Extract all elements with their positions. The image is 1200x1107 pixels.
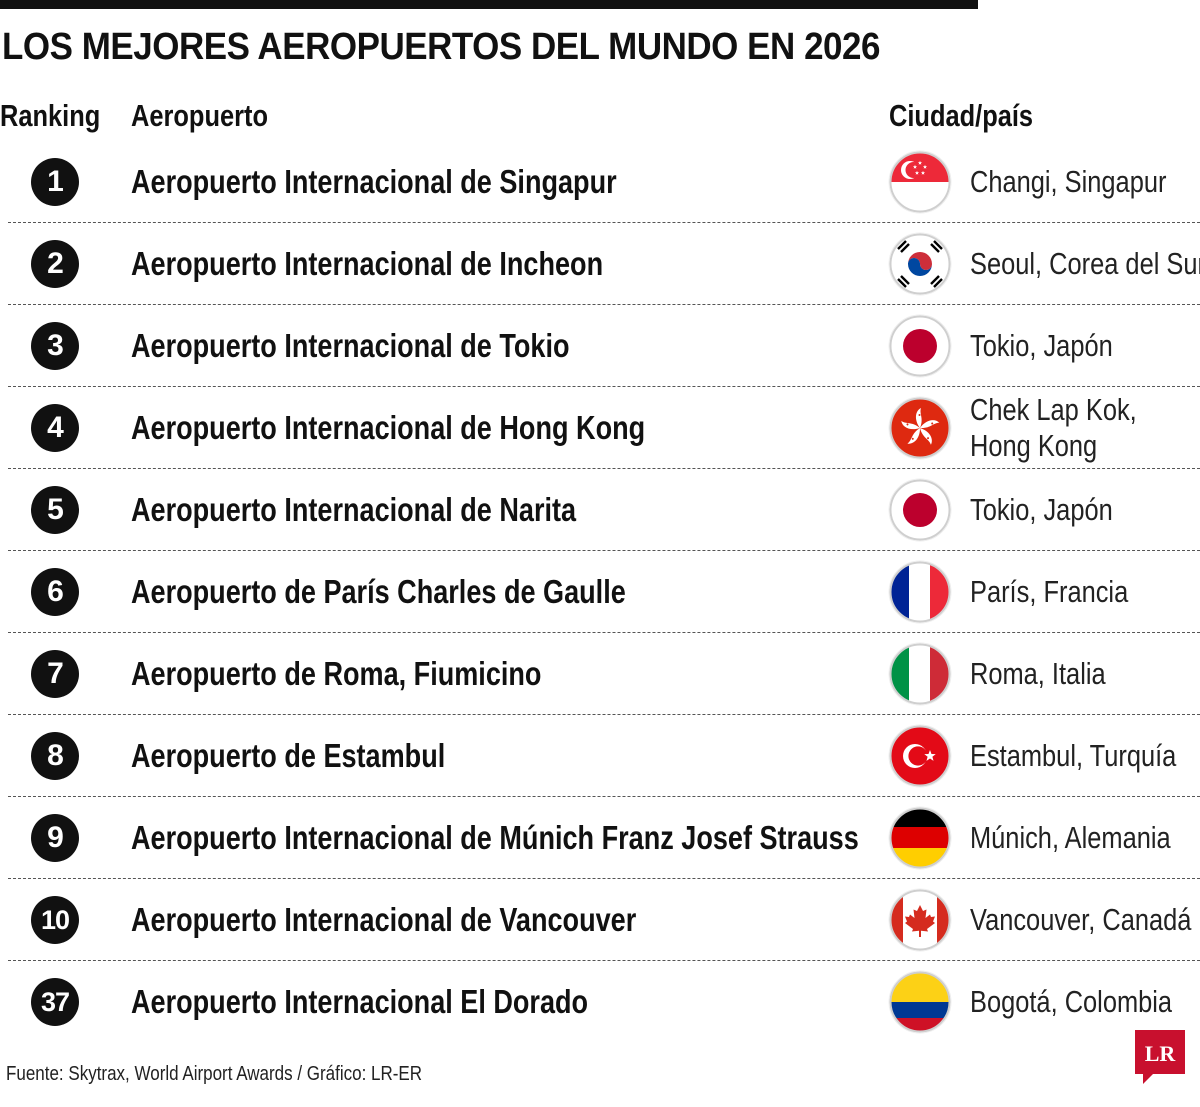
- city-line: Tokio, Japón: [970, 328, 1113, 363]
- airport-name: Aeropuerto Internacional de Tokio: [131, 327, 570, 364]
- airport-name: Aeropuerto de Estambul: [131, 737, 446, 774]
- city-country: Estambul, Turquía: [970, 715, 1176, 797]
- city-line: Múnich, Alemania: [970, 820, 1171, 855]
- airport-name: Aeropuerto Internacional de Incheon: [131, 245, 604, 282]
- top-rule: [0, 0, 978, 9]
- row-separator: [8, 386, 1200, 387]
- rank-badge: 2: [31, 240, 79, 288]
- header-airport: Aeropuerto: [131, 98, 269, 133]
- row-separator: [8, 796, 1200, 797]
- table-row: 3 Aeropuerto Internacional de Tokio Tokio,…: [0, 305, 1200, 387]
- row-separator: [8, 632, 1200, 633]
- city-country: Múnich, Alemania: [970, 797, 1171, 879]
- city-country: Tokio, Japón: [970, 305, 1113, 387]
- table-row: 1 Aeropuerto Internacional de Singapur Cha…: [0, 141, 1200, 223]
- rank-badge: 5: [31, 486, 79, 534]
- table-row: 6 Aeropuerto de París Charles de Gaulle Pa…: [0, 551, 1200, 633]
- turkey-flag-icon: [888, 724, 952, 788]
- colombia-flag-icon: [888, 970, 952, 1034]
- city-line: Hong Kong: [970, 428, 1098, 463]
- table-row: 4 Aeropuerto Internacional de Hong Kong Ch…: [0, 387, 1200, 469]
- airport-name: Aeropuerto Internacional de Singapur: [131, 163, 617, 200]
- japan-flag-icon: [888, 314, 952, 378]
- airport-name: Aeropuerto Internacional de Hong Kong: [131, 409, 646, 446]
- table-row: 7 Aeropuerto de Roma, Fiumicino Roma, Ital…: [0, 633, 1200, 715]
- rank-badge: 10: [31, 896, 79, 944]
- city-line: Chek Lap Kok,: [970, 392, 1137, 427]
- rank-badge: 3: [31, 322, 79, 370]
- city-country: Bogotá, Colombia: [970, 961, 1172, 1043]
- singapore-flag-icon: [888, 150, 952, 214]
- table-row: 2 Aeropuerto Internacional de Incheon Seou…: [0, 223, 1200, 305]
- south-korea-flag-icon: [888, 232, 952, 296]
- row-separator: [8, 714, 1200, 715]
- city-country: Tokio, Japón: [970, 469, 1113, 551]
- rank-badge: 6: [31, 568, 79, 616]
- airport-name: Aeropuerto Internacional de Múnich Franz…: [131, 819, 859, 856]
- rank-badge: 9: [31, 814, 79, 862]
- airport-name: Aeropuerto de Roma, Fiumicino: [131, 655, 542, 692]
- lr-logo: LR: [1135, 1030, 1185, 1084]
- france-flag-icon: [888, 560, 952, 624]
- city-line: Changi, Singapur: [970, 164, 1167, 199]
- airport-name: Aeropuerto de París Charles de Gaulle: [131, 573, 626, 610]
- rank-badge: 8: [31, 732, 79, 780]
- rank-badge: 4: [31, 404, 79, 452]
- city-country: Seoul, Corea del Sur: [970, 223, 1200, 305]
- city-line: Roma, Italia: [970, 656, 1106, 691]
- table-row: 37 Aeropuerto Internacional El Dorado Bogo…: [0, 961, 1200, 1043]
- city-line: París, Francia: [970, 574, 1129, 609]
- table-row: 9 Aeropuerto Internacional de Múnich Fran…: [0, 797, 1200, 879]
- city-country: Vancouver, Canadá: [970, 879, 1191, 961]
- row-separator: [8, 960, 1200, 961]
- city-line: Estambul, Turquía: [970, 738, 1177, 773]
- italy-flag-icon: [888, 642, 952, 706]
- japan-flag-icon: [888, 478, 952, 542]
- row-separator: [8, 468, 1200, 469]
- row-separator: [8, 550, 1200, 551]
- row-separator: [8, 304, 1200, 305]
- row-separator: [8, 878, 1200, 879]
- page-title: LOS MEJORES AEROPUERTOS DEL MUNDO EN 202…: [2, 26, 881, 68]
- hong-kong-flag-icon: [888, 396, 952, 460]
- airport-name: Aeropuerto Internacional de Vancouver: [131, 901, 637, 938]
- city-country: Changi, Singapur: [970, 141, 1166, 223]
- airport-name: Aeropuerto Internacional de Narita: [131, 491, 577, 528]
- header-ranking: Ranking: [0, 98, 101, 133]
- table-row: 10 Aeropuerto Internacional de Vancouver V…: [0, 879, 1200, 961]
- city-line: Vancouver, Canadá: [970, 902, 1192, 937]
- city-line: Bogotá, Colombia: [970, 984, 1173, 1019]
- canada-flag-icon: [888, 888, 952, 952]
- table-row: 8 Aeropuerto de Estambul Estambul, Turquía: [0, 715, 1200, 797]
- city-country: París, Francia: [970, 551, 1128, 633]
- airport-name: Aeropuerto Internacional El Dorado: [131, 983, 589, 1020]
- rank-badge: 1: [31, 158, 79, 206]
- rank-badge: 37: [31, 978, 79, 1026]
- germany-flag-icon: [888, 806, 952, 870]
- city-line: Tokio, Japón: [970, 492, 1113, 527]
- row-separator: [8, 222, 1200, 223]
- table-row: 5 Aeropuerto Internacional de Narita Tokio…: [0, 469, 1200, 551]
- city-country: Chek Lap Kok, Hong Kong: [970, 387, 1137, 469]
- rank-badge: 7: [31, 650, 79, 698]
- header-city: Ciudad/país: [889, 98, 1034, 133]
- svg-text:LR: LR: [1145, 1041, 1177, 1066]
- city-country: Roma, Italia: [970, 633, 1106, 715]
- city-line: Seoul, Corea del Sur: [970, 246, 1200, 281]
- source-note: Fuente: Skytrax, World Airport Awards / …: [6, 1063, 423, 1085]
